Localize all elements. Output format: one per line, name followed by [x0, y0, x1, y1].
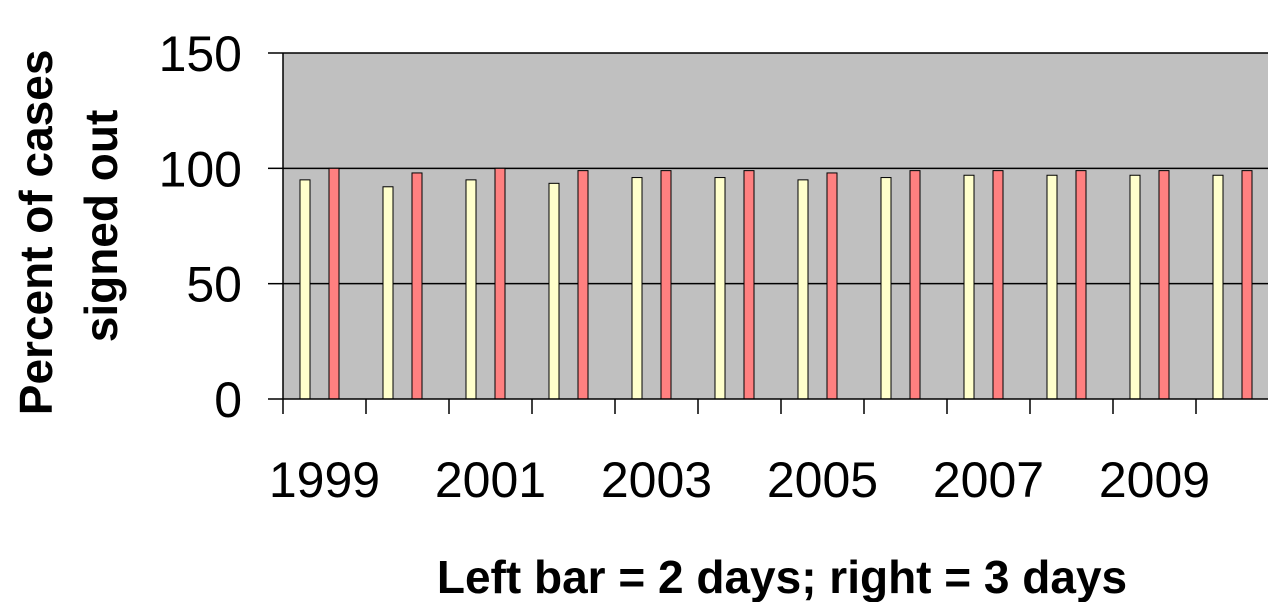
gridlines	[283, 52, 1268, 285]
bar-2006-left	[880, 177, 892, 400]
y-axis-title-line-1: Percent of cases	[10, 50, 62, 416]
bar-2005-right	[826, 172, 838, 400]
y-tick-label-50: 50	[186, 257, 242, 313]
bar-2010-right	[1241, 170, 1253, 400]
bar-2009-right	[1158, 170, 1170, 400]
bar-2006-right	[909, 170, 921, 400]
y-tick-label-100: 100	[159, 141, 242, 197]
x-tick-label-2009: 2009	[1099, 452, 1210, 508]
bar-2010-left	[1212, 174, 1224, 400]
bar-2002-left	[548, 182, 560, 400]
bar-2004-left	[714, 177, 726, 400]
bar-2004-right	[743, 170, 755, 400]
bar-2005-left	[797, 179, 809, 400]
axes	[268, 52, 1268, 414]
y-tick-labels: 0 50 100 150	[159, 26, 242, 428]
bar-2009-left	[1129, 174, 1141, 400]
bar-2000-left	[382, 186, 394, 400]
x-tick-label-1999: 1999	[269, 452, 380, 508]
bar-2003-left	[631, 177, 643, 400]
bar-2007-right	[992, 170, 1004, 400]
y-axis-title-line-2: signed out	[75, 110, 127, 343]
bar-2008-right	[1075, 170, 1087, 400]
x-tick-labels: 1999 2001 2003 2005 2007 2009	[269, 452, 1210, 508]
bar-2001-right	[494, 167, 506, 400]
bar-2003-right	[660, 170, 672, 400]
bar-2000-right	[411, 172, 423, 400]
y-tick-label-150: 150	[159, 26, 242, 82]
bar-2001-left	[465, 179, 477, 400]
bar-2002-right	[577, 170, 589, 400]
y-tick-label-0: 0	[214, 372, 242, 428]
x-tick-label-2007: 2007	[933, 452, 1044, 508]
x-tick-label-2005: 2005	[767, 452, 878, 508]
bar-2007-left	[963, 174, 975, 400]
y-axis-title: Percent of cases signed out	[10, 37, 127, 415]
bar-1999-left	[299, 179, 311, 400]
x-axis-title: Left bar = 2 days; right = 3 days	[437, 551, 1127, 602]
x-tick-label-2001: 2001	[435, 452, 546, 508]
bar-1999-right	[328, 167, 340, 400]
bar-2008-left	[1046, 174, 1058, 400]
x-tick-label-2003: 2003	[601, 452, 712, 508]
plot-area	[283, 53, 1268, 399]
